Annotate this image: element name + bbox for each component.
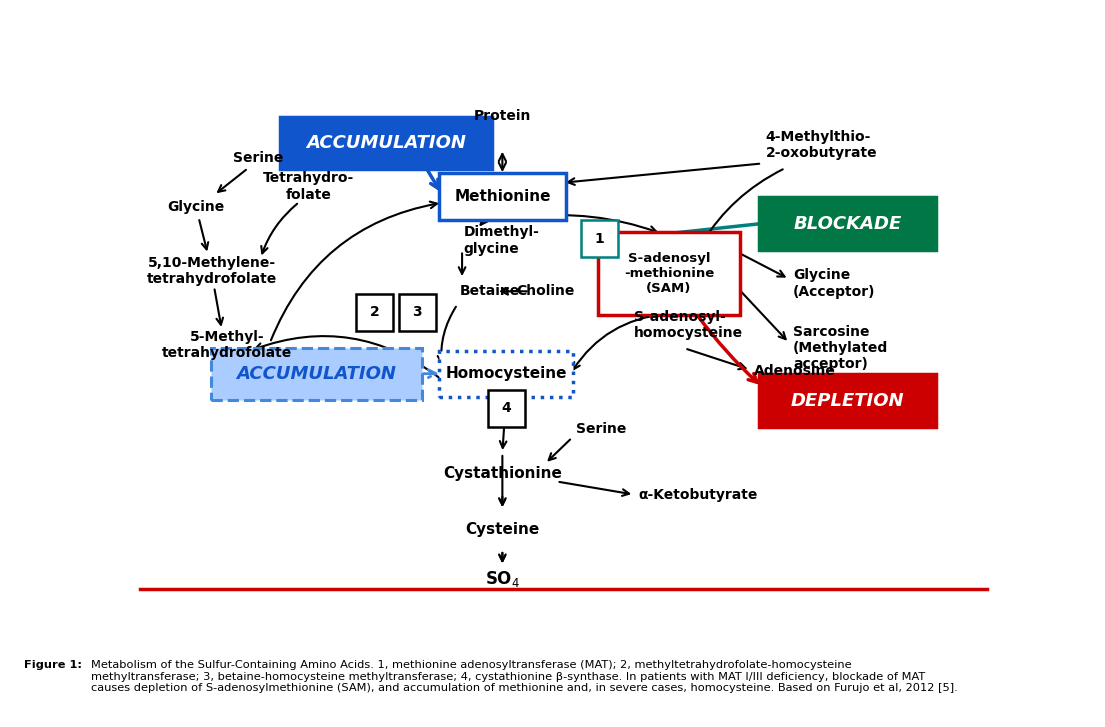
Text: Choline: Choline [516,284,575,298]
Text: α-Ketobutyrate: α-Ketobutyrate [638,488,757,502]
FancyBboxPatch shape [759,374,936,427]
Text: 4-Methylthio-
2-oxobutyrate: 4-Methylthio- 2-oxobutyrate [766,130,877,160]
Text: Serine: Serine [576,422,627,436]
Text: 5,10-Methylene-
tetrahydrofolate: 5,10-Methylene- tetrahydrofolate [147,256,277,286]
Text: Metabolism of the Sulfur-Containing Amino Acids. 1, methionine adenosyltransfera: Metabolism of the Sulfur-Containing Amin… [91,660,957,694]
Text: Glycine: Glycine [168,200,225,214]
FancyBboxPatch shape [211,348,422,400]
Text: S-adenosyl-
homocysteine: S-adenosyl- homocysteine [634,310,744,340]
Text: 3: 3 [412,305,422,319]
Text: Sarcosine
(Methylated
acceptor): Sarcosine (Methylated acceptor) [793,325,888,371]
Text: 2: 2 [370,305,379,319]
Text: Cystathionine: Cystathionine [443,466,561,481]
FancyBboxPatch shape [598,232,740,316]
Text: ACCUMULATION: ACCUMULATION [236,365,397,382]
FancyBboxPatch shape [487,390,525,427]
Text: Adenosine: Adenosine [755,364,836,378]
FancyBboxPatch shape [399,294,435,331]
FancyBboxPatch shape [439,174,566,220]
Text: 5-Methyl-
tetrahydrofolate: 5-Methyl- tetrahydrofolate [162,330,293,361]
Text: Betaine: Betaine [460,284,520,298]
Text: Homocysteine: Homocysteine [445,366,567,381]
FancyBboxPatch shape [439,350,573,397]
Text: Figure 1:: Figure 1: [24,660,82,670]
Text: 1: 1 [594,232,604,246]
Text: Methionine: Methionine [454,189,550,204]
Text: Tetrahydro-
folate: Tetrahydro- folate [263,172,355,201]
Text: BLOCKADE: BLOCKADE [793,214,902,233]
Text: 4: 4 [502,401,512,415]
Text: DEPLETION: DEPLETION [790,392,904,409]
Text: Dimethyl-
glycine: Dimethyl- glycine [464,225,539,256]
FancyBboxPatch shape [759,197,936,249]
Text: ACCUMULATION: ACCUMULATION [306,134,466,152]
Text: S-adenosyl
-methionine
(SAM): S-adenosyl -methionine (SAM) [624,252,714,295]
Text: SO$_4$: SO$_4$ [485,569,519,590]
FancyBboxPatch shape [356,294,393,331]
FancyBboxPatch shape [580,220,618,257]
FancyBboxPatch shape [281,116,492,169]
Text: Serine: Serine [233,151,284,165]
Text: Glycine
(Acceptor): Glycine (Acceptor) [793,268,875,299]
Text: Protein: Protein [474,109,532,123]
Text: Cysteine: Cysteine [465,523,539,537]
